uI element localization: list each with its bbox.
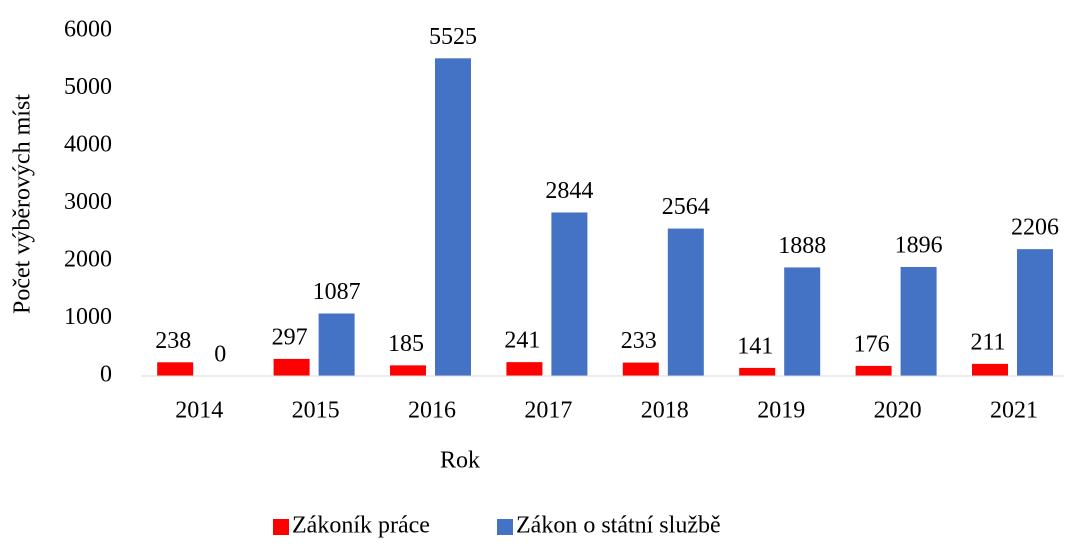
- x-tick-label: 2018: [641, 398, 689, 424]
- legend-label: Zákon o státní službě: [516, 513, 721, 539]
- y-tick-label: 1000: [64, 304, 112, 330]
- data-label: 2564: [662, 194, 710, 220]
- y-tick-label: 5000: [64, 74, 112, 100]
- data-label: 238: [155, 328, 191, 354]
- data-label: 1896: [895, 232, 943, 258]
- y-tick-label: 4000: [64, 132, 112, 158]
- data-label: 211: [970, 329, 1005, 355]
- bar: [506, 362, 543, 376]
- bar: [855, 365, 892, 376]
- legend-swatch: [273, 519, 289, 535]
- data-label: 233: [621, 328, 657, 354]
- bar: [390, 365, 426, 376]
- data-label: 1087: [313, 279, 361, 305]
- data-label: 297: [272, 324, 308, 350]
- bar: [622, 362, 659, 376]
- data-label: 241: [504, 328, 540, 354]
- y-tick-label: 3000: [64, 189, 112, 215]
- data-label: 141: [737, 333, 773, 359]
- y-tick-label: 2000: [64, 247, 112, 273]
- legend-swatch: [497, 519, 513, 535]
- data-label: 185: [388, 331, 424, 357]
- bar: [435, 58, 471, 376]
- x-tick-label: 2017: [524, 398, 572, 424]
- x-tick-label: 2019: [757, 398, 805, 424]
- data-label: 5525: [429, 24, 477, 50]
- data-label: 2844: [545, 178, 593, 204]
- bar: [318, 313, 355, 376]
- x-axis-title: Rok: [440, 448, 480, 474]
- bar: [972, 363, 1008, 376]
- x-tick-label: 2020: [874, 398, 922, 424]
- x-tick-label: 2014: [175, 398, 223, 424]
- y-tick-label: 6000: [64, 17, 112, 43]
- x-tick-label: 2015: [292, 398, 340, 424]
- bar: [900, 266, 937, 376]
- bar: [1017, 249, 1053, 376]
- bar: [157, 362, 194, 376]
- bar: [551, 212, 588, 376]
- data-label: 1888: [778, 233, 826, 259]
- y-axis-title: Počet výběrových míst: [10, 94, 36, 314]
- x-tick-label: 2021: [990, 398, 1038, 424]
- x-tick-label: 2016: [408, 398, 456, 424]
- bar: [667, 228, 704, 376]
- legend-label: Zákoník práce: [292, 513, 430, 539]
- data-label: 0: [214, 342, 226, 368]
- bar: [273, 358, 310, 376]
- y-tick-label: 0: [100, 362, 112, 388]
- data-label: 2206: [1011, 215, 1059, 241]
- bar: [784, 267, 821, 376]
- data-label: 176: [854, 331, 890, 357]
- bar: [739, 367, 776, 376]
